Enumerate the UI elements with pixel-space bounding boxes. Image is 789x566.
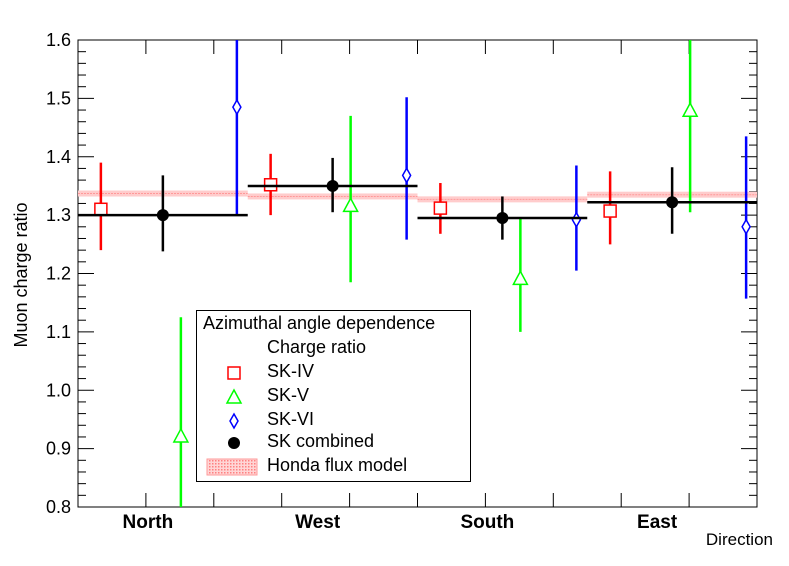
legend-title: Azimuthal angle dependence [203,313,436,333]
sk-iv-point [94,202,108,217]
legend-honda-band-icon [206,458,258,476]
sk-vi-point [232,98,242,116]
y-tick-label: 1.4 [46,147,71,167]
y-tick-label: 1.5 [46,88,71,108]
data-points [78,40,757,507]
sk-combined-point [326,179,339,192]
sk-v-point [512,269,529,286]
y-tick-label: 1.6 [46,30,71,50]
y-tick-label: 0.8 [46,497,71,517]
sk-v-point [172,427,190,443]
y-tick-label: 1.2 [46,264,71,284]
sk-combined-point [666,196,679,209]
y-axis-label: Muon charge ratio [11,202,31,347]
sk-combined-point [496,212,509,225]
sk-iv-point [433,201,448,215]
legend-sk5-triangle-icon [225,388,243,404]
sk-vi-point [741,218,751,236]
honda-bands [78,190,757,203]
legend-combined-circle-icon [228,437,240,449]
x-tick-label-east: East [637,512,678,533]
tick-labels: 0.8 0.9 1.0 1.1 1.2 1.3 1.4 1.5 1.6 North West Sout… [46,30,678,533]
x-tick-label-north: North [123,512,174,533]
sk-v-point [681,101,699,117]
legend-subtitle: Charge ratio [267,337,367,357]
y-tick-label: 0.9 [46,439,71,459]
legend-label-sk5: SK-V [267,385,310,405]
legend-label-combined: SK combined [267,431,375,451]
sk-vi-point [571,211,582,229]
x-axis-label: Direction [706,530,773,549]
legend-label-sk4: SK-IV [267,361,315,381]
y-tick-label: 1.0 [46,380,71,400]
y-tick-label: 1.3 [46,205,71,225]
legend-label-sk6: SK-VI [267,409,315,429]
legend-sk4-square-icon [227,366,241,380]
sk-combined-point [156,209,169,222]
legend-sk6-diamond-icon [229,412,239,430]
legend: Azimuthal angle dependence Charge ratio … [196,310,471,482]
legend-label-honda: Honda flux model [267,455,408,475]
x-tick-label-south: South [460,512,514,533]
sk-v-point [342,196,359,213]
x-tick-label-west: West [295,512,341,533]
y-tick-label: 1.1 [46,322,71,342]
sk-iv-point [603,204,617,218]
sk-vi-point [401,166,412,184]
